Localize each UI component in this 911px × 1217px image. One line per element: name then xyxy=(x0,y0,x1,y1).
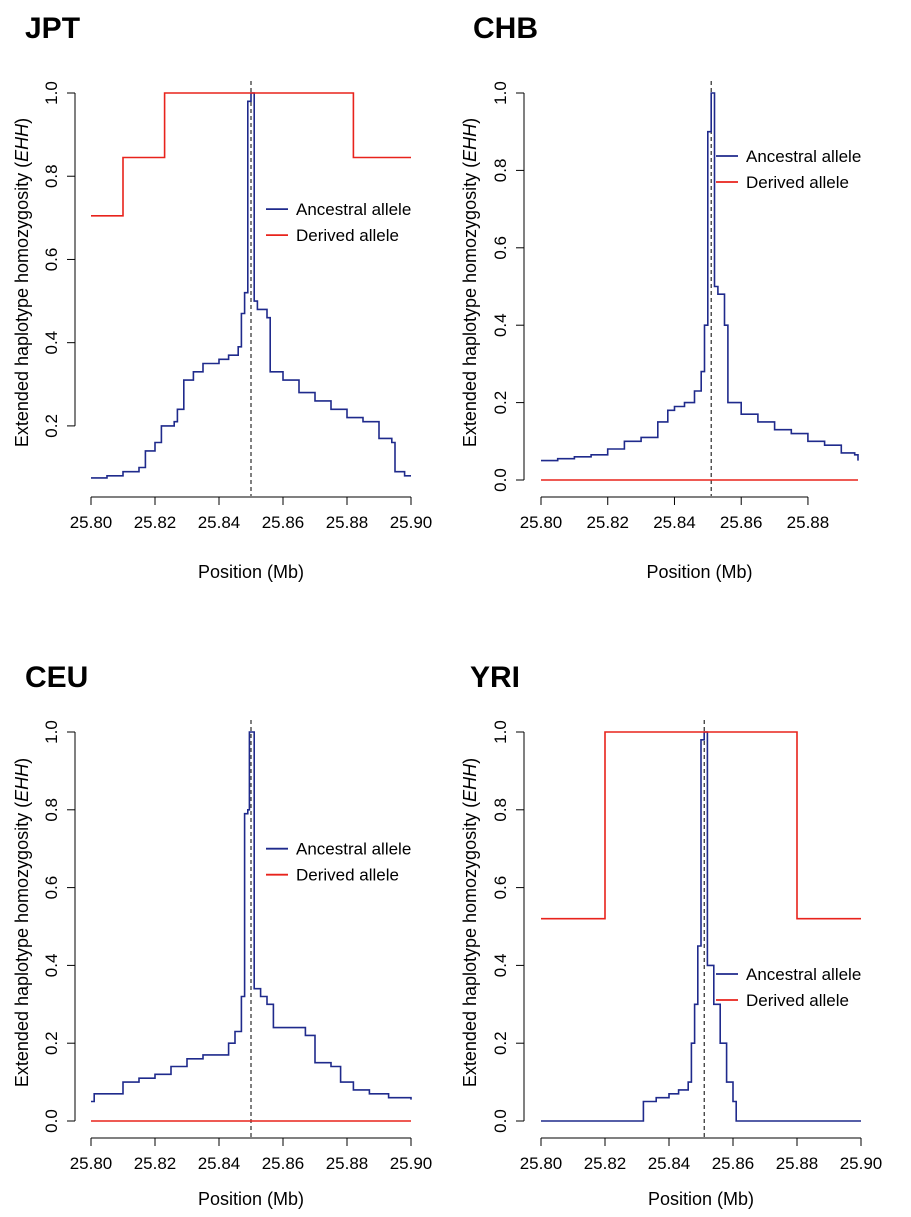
x-tick-label: 25.90 xyxy=(390,1154,433,1173)
legend-label: Ancestral allele xyxy=(296,200,411,219)
y-tick-label: 0.4 xyxy=(42,954,61,978)
x-tick-label: 25.84 xyxy=(653,513,696,532)
x-tick-label: 25.86 xyxy=(262,1154,305,1173)
panel-ceu: CEU 25.80 25.82 25.84 25.86 25.88 25.90 Positio… xyxy=(12,661,432,1209)
panel-title: CEU xyxy=(25,661,88,694)
x-axis-label: Position (Mb) xyxy=(198,1189,304,1209)
y-axis-label: Extended haplotype homozygosity (EHH) xyxy=(460,758,480,1087)
y-tick-label: 0.0 xyxy=(42,1109,61,1133)
x-tick-label: 25.90 xyxy=(840,1154,883,1173)
y-tick-label: 1.0 xyxy=(491,81,510,105)
x-tick-label: 25.84 xyxy=(198,1154,241,1173)
y-tick-label: 0.8 xyxy=(491,159,510,183)
panel-title: CHB xyxy=(473,12,538,45)
series-derived-line xyxy=(541,731,861,920)
x-tick-label: 25.80 xyxy=(520,1154,563,1173)
y-tick-label: 0.2 xyxy=(491,1031,510,1055)
series-ancestral-line xyxy=(541,92,859,462)
panel-title: JPT xyxy=(25,12,80,45)
x-tick-label: 25.84 xyxy=(648,1154,691,1173)
legend-label: Ancestral allele xyxy=(746,147,861,166)
x-axis-label: Position (Mb) xyxy=(646,562,752,582)
legend-label: Ancestral allele xyxy=(296,840,411,859)
y-tick-label: 1.0 xyxy=(42,81,61,105)
x-tick-label: 25.88 xyxy=(787,513,830,532)
y-tick-label: 1.0 xyxy=(42,720,61,744)
x-tick-label: 25.90 xyxy=(390,513,433,532)
x-tick-label: 25.82 xyxy=(584,1154,627,1173)
panel-chb: CHB 25.80 25.82 25.84 25.86 25.88 Position (Mb… xyxy=(460,12,861,582)
x-axis-label: Position (Mb) xyxy=(198,562,304,582)
y-tick-label: 0.8 xyxy=(42,164,61,188)
y-tick-label: 0.4 xyxy=(491,954,510,978)
x-tick-label: 25.80 xyxy=(520,513,563,532)
y-tick-label: 0.0 xyxy=(491,1109,510,1133)
panel-jpt: JPT 25.80 25.82 25.84 25.86 25.88 25.90 Positio… xyxy=(12,12,432,582)
y-tick-label: 0.6 xyxy=(42,876,61,900)
panel-yri: YRI 25.80 25.82 25.84 25.86 25.88 25.90 Positio… xyxy=(460,661,882,1209)
x-tick-label: 25.82 xyxy=(134,513,177,532)
legend-label: Derived allele xyxy=(296,866,399,885)
x-tick-label: 25.82 xyxy=(586,513,629,532)
x-tick-label: 25.84 xyxy=(198,513,241,532)
y-tick-label: 0.8 xyxy=(42,798,61,822)
x-tick-label: 25.88 xyxy=(326,1154,369,1173)
x-tick-label: 25.80 xyxy=(70,1154,113,1173)
series-ancestral-line xyxy=(91,731,412,1103)
series-ancestral-line xyxy=(541,731,861,1122)
legend-label: Ancestral allele xyxy=(746,965,861,984)
x-tick-label: 25.82 xyxy=(134,1154,177,1173)
y-axis-label: Extended haplotype homozygosity (EHH) xyxy=(460,118,480,447)
y-tick-label: 0.6 xyxy=(42,248,61,272)
x-tick-label: 25.86 xyxy=(712,1154,755,1173)
y-tick-label: 0.4 xyxy=(491,313,510,337)
x-axis-label: Position (Mb) xyxy=(648,1189,754,1209)
y-tick-label: 1.0 xyxy=(491,720,510,744)
x-tick-label: 25.86 xyxy=(262,513,305,532)
y-tick-label: 0.8 xyxy=(491,798,510,822)
y-tick-label: 0.4 xyxy=(42,331,61,355)
legend-label: Derived allele xyxy=(296,226,399,245)
x-tick-label: 25.88 xyxy=(326,513,369,532)
y-tick-label: 0.0 xyxy=(491,468,510,492)
legend-label: Derived allele xyxy=(746,991,849,1010)
y-tick-label: 0.2 xyxy=(42,414,61,438)
y-tick-label: 0.2 xyxy=(42,1031,61,1055)
y-tick-label: 0.2 xyxy=(491,391,510,415)
y-tick-label: 0.6 xyxy=(491,236,510,260)
y-axis-label: Extended haplotype homozygosity (EHH) xyxy=(12,118,32,447)
series-derived-line xyxy=(91,92,411,217)
y-tick-label: 0.6 xyxy=(491,876,510,900)
panel-title: YRI xyxy=(470,661,520,694)
legend-label: Derived allele xyxy=(746,173,849,192)
x-tick-label: 25.80 xyxy=(70,513,113,532)
x-tick-label: 25.88 xyxy=(776,1154,819,1173)
x-tick-label: 25.86 xyxy=(720,513,763,532)
series-ancestral-line xyxy=(91,92,411,479)
y-axis-label: Extended haplotype homozygosity (EHH) xyxy=(12,758,32,1087)
